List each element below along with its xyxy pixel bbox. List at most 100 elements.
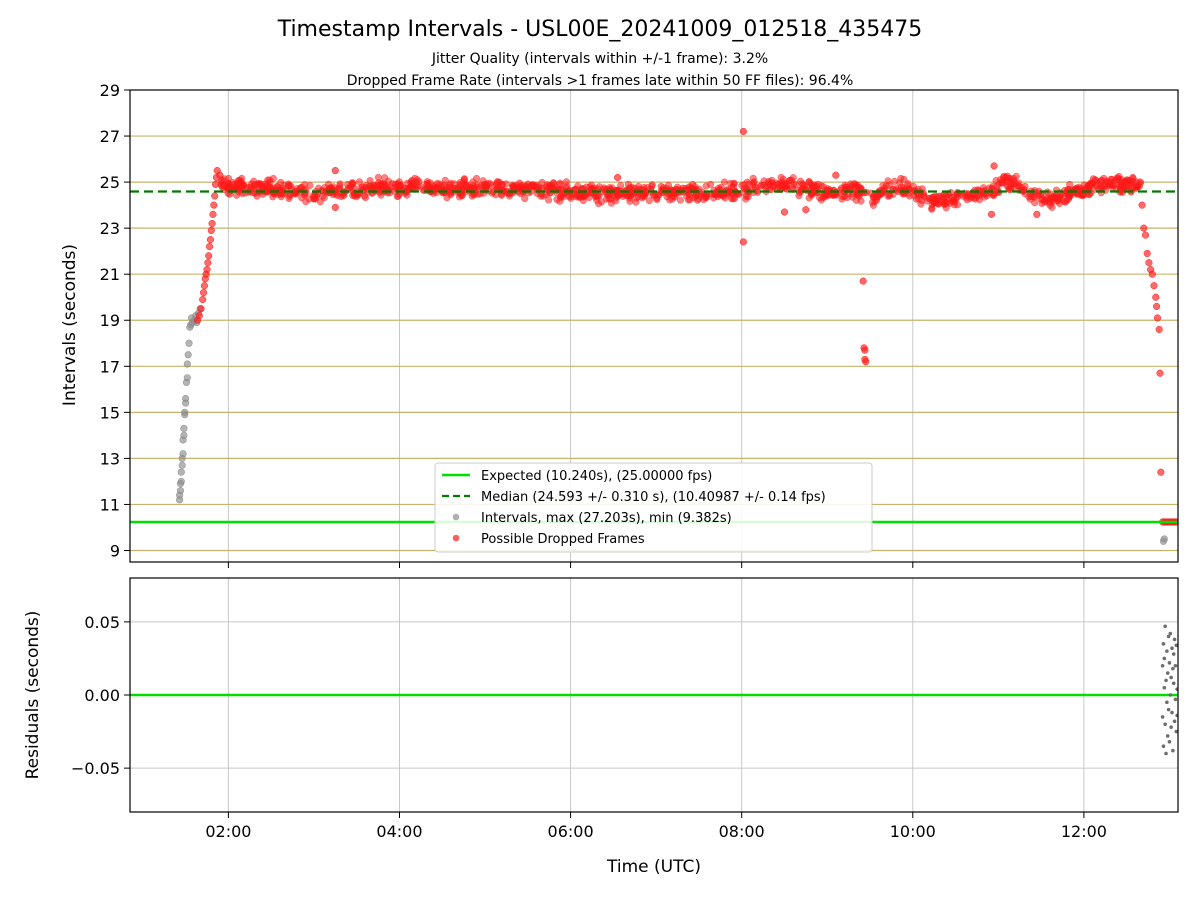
bottom-xlabel: Time (UTC)	[606, 857, 701, 877]
dropped-point	[210, 201, 218, 209]
dropped-band-point	[1041, 198, 1049, 206]
dropped-point	[739, 127, 747, 135]
dropped-point	[1140, 224, 1148, 232]
dropped-band-point	[967, 191, 975, 199]
residual-point	[1173, 663, 1178, 668]
residual-point	[1164, 678, 1168, 683]
dropped-band-point	[992, 176, 1000, 185]
legend: Expected (10.240s), (25.00000 fps) Median…	[434, 462, 873, 553]
dropped-point	[197, 305, 205, 313]
dropped-point	[1141, 231, 1150, 239]
dropped-point	[1138, 201, 1146, 209]
dropped-band-point	[482, 183, 490, 191]
residual-point	[1173, 697, 1178, 702]
dropped-band-point	[410, 181, 418, 189]
residual-point	[1163, 722, 1167, 727]
dropped-band-point	[306, 181, 314, 190]
residual-point	[1171, 681, 1176, 686]
dropped-point	[1155, 325, 1163, 334]
dropped-outlier-point	[832, 171, 840, 179]
dropped-point	[206, 243, 214, 251]
dropped-band-point	[585, 193, 593, 201]
residual-point	[1162, 656, 1167, 661]
residual-point	[1167, 661, 1172, 665]
dropped-band-point	[1118, 176, 1126, 184]
dropped-point	[209, 210, 217, 218]
dropped-band-point	[545, 196, 553, 204]
dropped-band-point	[381, 174, 389, 182]
residual-point	[1174, 729, 1178, 734]
dropped-point	[1152, 293, 1160, 301]
dropped-band-point	[683, 192, 691, 200]
interval-point	[182, 394, 190, 403]
residual-point	[1172, 637, 1177, 642]
dropped-point	[208, 219, 216, 228]
residual-point	[1171, 748, 1175, 753]
dropped-point	[200, 282, 208, 290]
dropped-band-point	[664, 181, 673, 189]
dropped-band-point	[559, 193, 568, 201]
interval-point	[184, 351, 192, 359]
dropped-band-point	[355, 178, 363, 186]
dropped-band-point	[702, 193, 710, 201]
dropped-point	[1153, 314, 1162, 322]
dropped-band-point	[513, 183, 521, 191]
dropped-outlier-point	[990, 162, 998, 170]
dropped-point	[200, 289, 208, 297]
dropped-band-point	[1014, 182, 1022, 190]
dropped-band-point	[553, 195, 561, 204]
residual-point	[1171, 666, 1175, 671]
dropped-band-point	[447, 179, 455, 187]
dropped-point	[1143, 249, 1151, 258]
residuals-panel: −0.05 0.00 0.05 02:00 04:00 06:00 08:00 10:00 12…	[71, 577, 1179, 841]
dropped-band-point	[423, 180, 431, 188]
bottom-xtick-label: 12:00	[1061, 822, 1107, 841]
bottom-xtick-label: 02:00	[205, 822, 251, 841]
residual-point	[1170, 710, 1174, 715]
dropped-band-point	[786, 176, 794, 184]
dropped-band-point	[979, 184, 988, 192]
top-plot-frame	[129, 89, 1179, 563]
dropped-band-point	[538, 178, 546, 186]
dropped-point	[862, 358, 870, 366]
dropped-band-point	[989, 191, 997, 199]
dropped-band-point	[562, 178, 570, 186]
dropped-band-point	[819, 194, 827, 202]
dropped-band-point	[551, 183, 559, 191]
dropped-band-point	[819, 183, 827, 191]
residual-point	[1160, 715, 1165, 719]
dropped-band-point	[498, 180, 506, 188]
legend-intervals-swatch	[452, 513, 460, 521]
dropped-band-point	[1062, 197, 1070, 205]
dropped-band-point	[857, 197, 865, 205]
dropped-band-point	[1137, 179, 1145, 187]
legend-box	[434, 462, 873, 553]
bottom-xtick-label: 08:00	[719, 822, 765, 841]
dropped-band-point	[302, 198, 310, 206]
dropped-band-point	[537, 192, 545, 200]
interval-point	[183, 374, 191, 382]
dropped-point	[1157, 468, 1165, 476]
interval-point	[176, 487, 185, 495]
legend-entry-2: Intervals, max (27.203s), min (9.382s)	[481, 511, 732, 526]
dropped-outlier-point	[614, 173, 622, 182]
residual-point	[1174, 643, 1178, 648]
dropped-band-point	[1066, 180, 1074, 188]
residual-point	[1165, 649, 1169, 653]
residual-points	[1160, 624, 1178, 756]
bottom-xtick-label: 10:00	[890, 822, 936, 841]
bottom-ytick-label: −0.05	[71, 759, 120, 778]
dropped-band-point	[729, 195, 737, 203]
top-ytick-label: 29	[100, 81, 120, 100]
residual-point	[1168, 693, 1173, 697]
interval-point	[183, 360, 191, 368]
dropped-point	[216, 171, 224, 179]
residual-point	[1165, 734, 1170, 738]
dropped-point	[861, 346, 869, 354]
dropped-band-point	[612, 197, 620, 205]
dropped-band-point	[530, 182, 538, 190]
dropped-band-point	[740, 185, 749, 193]
dropped-band-point	[460, 175, 468, 183]
legend-entry-0: Expected (10.240s), (25.00000 fps)	[481, 469, 712, 484]
residual-point	[1161, 642, 1166, 646]
